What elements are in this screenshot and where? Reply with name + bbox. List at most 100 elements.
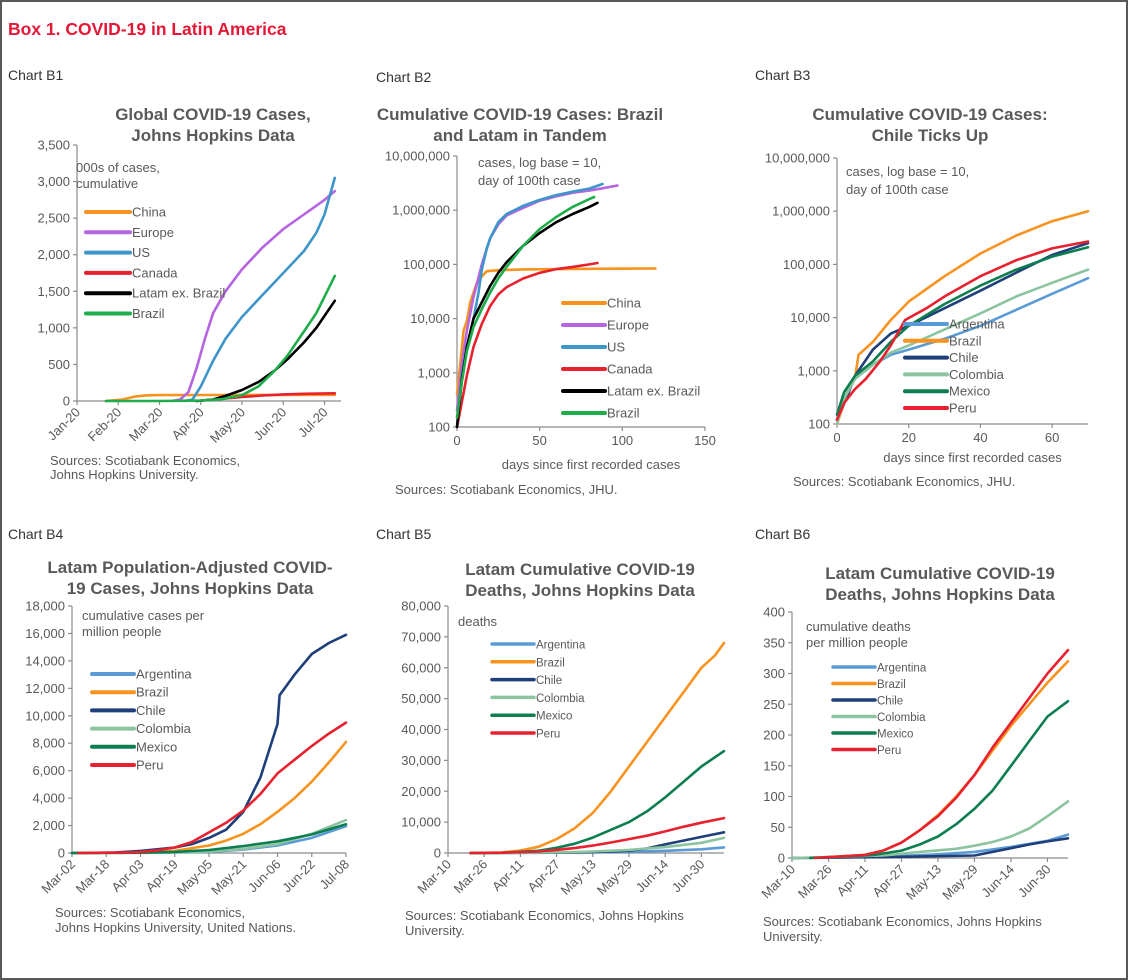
chart-b3-label: Chart B3 bbox=[755, 67, 811, 83]
series-line-colombia bbox=[790, 800, 1070, 860]
sources-note: Sources: Scotiabank Economics, Johns Hop… bbox=[763, 914, 1042, 929]
x-tick-label: May-20 bbox=[207, 405, 248, 446]
chart-b4: Latam Population-Adjusted COVID- 19 Cases… bbox=[25, 558, 352, 935]
axis-note: cumulative deaths bbox=[806, 619, 911, 634]
x-tick-label: Jun-30 bbox=[1015, 862, 1054, 901]
y-tick-label: 0 bbox=[434, 846, 441, 861]
y-tick-label: 250 bbox=[763, 697, 785, 712]
series-line-canada bbox=[455, 261, 599, 429]
series-line-colombia bbox=[835, 268, 1090, 426]
legend-label: Chile bbox=[877, 696, 903, 708]
series-line-us bbox=[183, 176, 337, 403]
legend-label: Argentina bbox=[877, 663, 927, 675]
series-line-peru bbox=[469, 816, 726, 855]
box-title: Box 1. COVID-19 in Latin America bbox=[8, 19, 287, 39]
series-line-europe bbox=[455, 184, 619, 413]
y-tick-label: 100 bbox=[428, 420, 450, 435]
x-tick-label: May-05 bbox=[174, 857, 215, 898]
legend-label: Europe bbox=[132, 225, 174, 240]
y-tick-label: 0 bbox=[58, 846, 65, 861]
legend-label: Brazil bbox=[536, 657, 565, 669]
chart-title: Latam Cumulative COVID-19 bbox=[825, 564, 1055, 583]
y-tick-label: 70,000 bbox=[401, 629, 441, 644]
legend-label: Colombia bbox=[136, 721, 192, 736]
sources-note: Johns Hopkins University, United Nations… bbox=[55, 920, 296, 935]
x-tick-label: 100 bbox=[611, 433, 633, 448]
chart-b5: Latam Cumulative COVID-19 Deaths, Johns H… bbox=[401, 560, 726, 938]
series-line-chile bbox=[70, 633, 348, 855]
series-line-peru bbox=[77, 721, 348, 855]
x-tick-label: Mar-10 bbox=[758, 862, 798, 902]
y-tick-label: 1,000 bbox=[37, 320, 70, 335]
legend-label: Mexico bbox=[877, 729, 913, 741]
x-tick-label: Jan-20 bbox=[44, 405, 83, 444]
chart-b5-label: Chart B5 bbox=[376, 526, 432, 542]
sources-note: Sources: Scotiabank Economics, bbox=[55, 905, 245, 920]
series-line-colombia bbox=[469, 836, 726, 855]
legend-label: Argentina bbox=[949, 317, 1005, 332]
legend-label: Europe bbox=[607, 318, 649, 333]
y-tick-label: 18,000 bbox=[25, 599, 65, 614]
chart-title: Cumulative COVID-19 Cases: bbox=[812, 105, 1047, 124]
y-tick-label: 10,000 bbox=[25, 708, 65, 723]
chart-b6-label: Chart B6 bbox=[755, 526, 811, 542]
y-tick-label: 60,000 bbox=[401, 660, 441, 675]
y-tick-label: 14,000 bbox=[25, 653, 65, 668]
chart-b6: Latam Cumulative COVID-19 Deaths, Johns H… bbox=[758, 564, 1070, 944]
legend-label: Chile bbox=[536, 675, 562, 687]
y-tick-label: 1,500 bbox=[37, 284, 70, 299]
legend-label: US bbox=[607, 340, 625, 355]
y-tick-label: 1,000,000 bbox=[772, 204, 830, 219]
y-tick-label: 500 bbox=[48, 357, 70, 372]
x-tick-label: Apr-11 bbox=[489, 857, 527, 895]
legend-label: Chile bbox=[949, 350, 979, 365]
y-tick-label: 30,000 bbox=[401, 753, 441, 768]
x-tick-label: 0 bbox=[453, 433, 460, 448]
y-tick-label: 40,000 bbox=[401, 722, 441, 737]
y-tick-label: 0 bbox=[63, 394, 70, 409]
chart-b1-label: Chart B1 bbox=[8, 67, 64, 83]
x-axis-label: days since first recorded cases bbox=[502, 457, 681, 472]
y-tick-label: 300 bbox=[763, 666, 785, 681]
series-line-mexico bbox=[469, 749, 726, 855]
x-tick-label: Mar-10 bbox=[414, 857, 454, 897]
legend-label: Latam ex. Brazil bbox=[607, 384, 700, 399]
y-tick-label: 50,000 bbox=[401, 691, 441, 706]
y-tick-label: 1,000 bbox=[417, 365, 450, 380]
series-line-mexico bbox=[808, 699, 1070, 860]
legend-label: Peru bbox=[949, 401, 976, 416]
y-tick-label: 10,000 bbox=[790, 310, 830, 325]
y-tick-label: 350 bbox=[763, 635, 785, 650]
chart-title: Latam Population-Adjusted COVID- bbox=[47, 558, 332, 577]
chart-title: Deaths, Johns Hopkins Data bbox=[825, 585, 1055, 604]
y-tick-label: 200 bbox=[763, 728, 785, 743]
x-tick-label: Mar-26 bbox=[451, 857, 491, 897]
series-line-latam-ex-brazil bbox=[195, 299, 337, 403]
y-tick-label: 3,000 bbox=[37, 174, 70, 189]
axis-note: deaths bbox=[458, 614, 498, 629]
series-line-chile bbox=[790, 836, 1070, 860]
chart-title: Chile Ticks Up bbox=[872, 126, 989, 145]
chart-title: and Latam in Tandem bbox=[433, 126, 607, 145]
y-tick-label: 4,000 bbox=[32, 791, 65, 806]
x-axis-label: days since first recorded cases bbox=[883, 450, 1062, 465]
sources-note: Sources: Scotiabank Economics, bbox=[50, 453, 240, 468]
y-tick-label: 2,500 bbox=[37, 211, 70, 226]
chart-b1: Global COVID-19 Cases, Johns Hopkins Data… bbox=[37, 105, 341, 482]
series-line-peru bbox=[813, 648, 1070, 860]
legend-label: China bbox=[132, 205, 167, 220]
chart-title: 19 Cases, Johns Hopkins Data bbox=[67, 579, 314, 598]
axis-note: day of 100th case bbox=[846, 182, 949, 197]
legend-label: Peru bbox=[877, 745, 901, 757]
x-tick-label: Jul-20 bbox=[295, 405, 331, 441]
x-tick-label: Jun-06 bbox=[245, 857, 284, 896]
x-tick-label: May-29 bbox=[939, 862, 980, 903]
sources-note: University. bbox=[405, 923, 465, 938]
legend-label: Canada bbox=[607, 362, 653, 377]
y-tick-label: 150 bbox=[763, 758, 785, 773]
chart-b2: Cumulative COVID-19 Cases: Brazil and Lat… bbox=[377, 105, 716, 497]
axis-note: cases, log base = 10, bbox=[846, 164, 969, 179]
x-tick-label: Jul-08 bbox=[316, 857, 352, 893]
sources-note: Sources: Scotiabank Economics, JHU. bbox=[793, 474, 1016, 489]
